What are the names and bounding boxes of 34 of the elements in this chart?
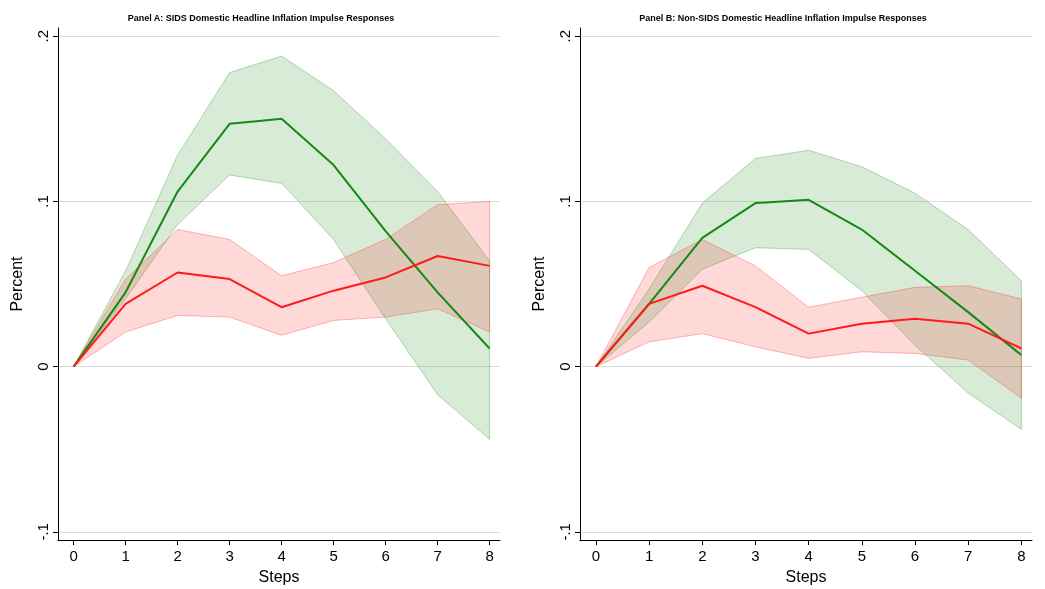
chart-title: Panel A: SIDS Domestic Headline Inflation Impulse Responses: [127, 12, 395, 23]
x-tick-label: 4: [804, 547, 813, 565]
x-tick-label: 8: [485, 547, 494, 565]
y-tick-label: 0: [34, 362, 51, 371]
chart-title: Panel B: Non-SIDS Domestic Headline Inflation Impulse Responses: [639, 12, 927, 23]
y-tick-label: .1: [34, 195, 51, 208]
x-tick-label: 7: [433, 547, 442, 565]
x-tick-label: 2: [698, 547, 707, 565]
x-tick-label: 1: [644, 547, 654, 565]
x-tick-label: 3: [751, 547, 760, 565]
y-tick-label: -.1: [556, 523, 573, 541]
x-tick-label: 6: [381, 547, 390, 565]
x-tick-label: 5: [857, 547, 867, 565]
y-tick-label: .1: [556, 195, 573, 208]
y-axis-title: Percent: [529, 255, 547, 312]
y-axis-title: Percent: [7, 255, 25, 312]
x-axis-title: Steps: [258, 567, 300, 585]
x-tick-label: 7: [964, 547, 973, 565]
x-tick-label: 0: [591, 547, 601, 565]
x-tick-label: 3: [225, 547, 234, 565]
x-tick-label: 2: [173, 547, 182, 565]
x-tick-label: 4: [277, 547, 286, 565]
line-series: [72, 254, 491, 368]
x-tick-label: 6: [910, 547, 920, 565]
line-series: [594, 284, 1023, 368]
x-axis-title: Steps: [785, 567, 827, 585]
y-tick-label: .2: [34, 30, 51, 43]
y-tick-label: -.1: [34, 523, 51, 541]
x-tick-label: 0: [69, 547, 78, 565]
y-tick-label: .2: [556, 30, 573, 43]
y-tick-label: 0: [556, 362, 573, 371]
x-tick-label: 8: [1017, 547, 1026, 565]
x-tick-label: 5: [329, 547, 338, 565]
x-tick-label: 1: [121, 547, 130, 565]
